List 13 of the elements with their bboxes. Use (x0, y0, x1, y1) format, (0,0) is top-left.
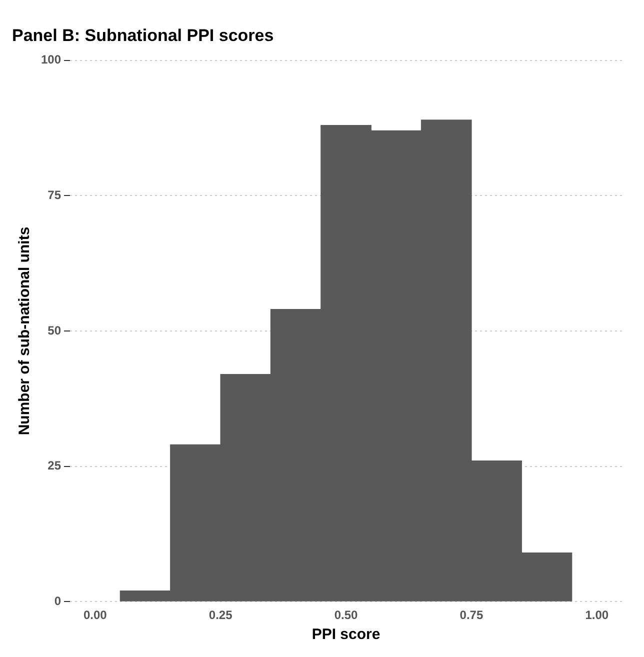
y-tick-label: 75 (48, 188, 62, 202)
x-tick-label: 0.75 (460, 608, 484, 622)
x-tick-label: 0.00 (83, 608, 108, 622)
y-axis-title: Number of sub-national units (16, 226, 34, 436)
y-tick-label: 100 (40, 52, 62, 67)
chart-title: Panel B: Subnational PPI scores (12, 26, 274, 45)
x-tick-label: 0.50 (334, 608, 358, 622)
y-tick-label: 25 (48, 458, 62, 473)
x-axis-title: PPI score (312, 626, 380, 644)
y-tick-label: 0 (54, 594, 62, 608)
x-tick-label: 0.25 (208, 608, 233, 622)
x-tick-label: 1.00 (585, 608, 609, 622)
y-tick-label: 50 (48, 323, 62, 338)
